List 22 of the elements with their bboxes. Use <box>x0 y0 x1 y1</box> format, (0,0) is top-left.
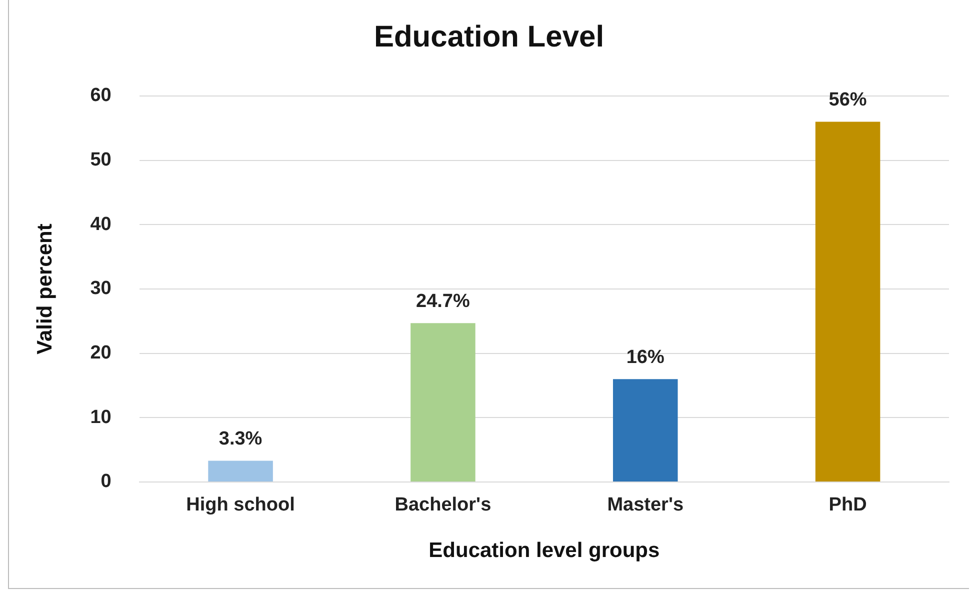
data-label: 3.3% <box>218 428 262 450</box>
data-label: 16% <box>626 346 664 368</box>
y-tick-label: 0 <box>100 471 112 492</box>
data-label: 24.7% <box>416 290 470 312</box>
x-tick-label: High school <box>186 494 295 516</box>
bar <box>410 323 476 482</box>
y-tick-label: 60 <box>90 85 112 106</box>
x-axis-title: Education level groups <box>428 539 660 562</box>
chart-title: Education Level <box>374 20 604 54</box>
y-axis-title: Valid percent <box>33 224 56 354</box>
x-tick-label: PhD <box>828 494 867 516</box>
y-tick-label: 30 <box>90 278 112 300</box>
y-tick-label: 50 <box>90 150 112 171</box>
bar <box>208 460 273 482</box>
y-tick-label: 20 <box>90 342 112 364</box>
y-tick-label: 40 <box>90 214 112 235</box>
bar <box>612 379 678 482</box>
data-label: 56% <box>828 89 867 110</box>
bar <box>815 122 880 482</box>
x-tick-label: Master's <box>607 494 684 516</box>
y-tick-label: 10 <box>90 406 112 428</box>
x-tick-label: Bachelor's <box>394 494 492 516</box>
